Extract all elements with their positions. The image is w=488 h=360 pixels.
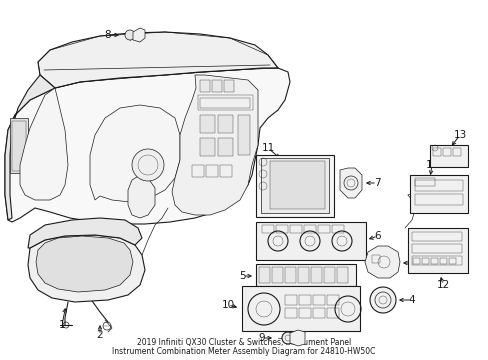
Bar (414, 194, 462, 205)
Bar (298, 308, 310, 318)
Bar (317, 225, 329, 233)
Bar (430, 258, 437, 264)
Bar (326, 295, 338, 305)
Bar (411, 256, 461, 265)
Bar (212, 80, 222, 92)
Polygon shape (90, 105, 180, 202)
Bar (414, 180, 462, 191)
Bar (285, 308, 296, 318)
Bar (324, 267, 334, 283)
Bar (304, 225, 315, 233)
Bar (312, 295, 325, 305)
Bar (269, 161, 325, 209)
Bar (220, 165, 231, 177)
Bar (238, 115, 249, 155)
Text: 11: 11 (261, 143, 274, 153)
Bar (224, 80, 234, 92)
Bar (261, 158, 328, 213)
Text: 13: 13 (452, 130, 466, 140)
Bar (242, 286, 359, 331)
Polygon shape (5, 68, 289, 224)
Text: 8: 8 (104, 30, 111, 40)
Bar (200, 138, 215, 156)
Polygon shape (38, 32, 278, 88)
Text: 10: 10 (221, 300, 234, 310)
Polygon shape (28, 218, 142, 248)
Bar (297, 267, 308, 283)
Bar (285, 295, 296, 305)
Polygon shape (36, 236, 133, 292)
Text: 4: 4 (408, 295, 414, 305)
Bar (289, 225, 302, 233)
Polygon shape (172, 75, 258, 215)
Text: 6: 6 (374, 231, 381, 241)
Text: 2: 2 (97, 330, 103, 340)
Bar (271, 267, 283, 283)
Bar (275, 225, 287, 233)
Bar (452, 148, 460, 156)
Bar (326, 308, 338, 318)
Bar (429, 145, 467, 167)
Circle shape (369, 287, 395, 313)
Bar (336, 267, 347, 283)
Bar (312, 308, 325, 318)
Bar (256, 155, 333, 217)
Bar (259, 267, 269, 283)
Text: 14: 14 (425, 160, 438, 170)
Polygon shape (28, 235, 145, 302)
Text: Instrument Combination Meter Assembly Diagram for 24810-HW50C: Instrument Combination Meter Assembly Di… (112, 347, 375, 356)
Polygon shape (128, 175, 155, 218)
Bar (414, 178, 434, 186)
Circle shape (125, 30, 135, 40)
Bar (409, 175, 467, 213)
Circle shape (282, 332, 293, 344)
Text: 9: 9 (258, 333, 265, 343)
Bar (198, 95, 252, 110)
Bar (10, 118, 28, 173)
Bar (411, 232, 461, 241)
Bar (200, 98, 249, 108)
Text: 12: 12 (435, 280, 448, 290)
Bar (421, 258, 428, 264)
Polygon shape (339, 168, 361, 198)
Polygon shape (5, 75, 55, 220)
Bar (285, 267, 295, 283)
Bar (298, 295, 310, 305)
Bar (412, 258, 419, 264)
Polygon shape (289, 330, 305, 346)
Bar (371, 255, 379, 263)
Bar (432, 148, 440, 156)
Bar (256, 264, 355, 286)
Bar (448, 258, 455, 264)
Bar (205, 165, 218, 177)
Bar (12, 121, 26, 171)
Bar (256, 222, 365, 260)
Bar (442, 148, 450, 156)
Polygon shape (20, 88, 68, 200)
Bar (331, 225, 343, 233)
Bar (439, 258, 446, 264)
Bar (407, 228, 467, 273)
Text: 3: 3 (408, 258, 414, 268)
Bar (200, 80, 209, 92)
Bar (218, 115, 232, 133)
Bar (218, 138, 232, 156)
Text: 2019 Infiniti QX30 Cluster & Switches, Instrument Panel: 2019 Infiniti QX30 Cluster & Switches, I… (137, 338, 350, 346)
Text: 7: 7 (373, 178, 380, 188)
Bar (411, 244, 461, 253)
Circle shape (132, 149, 163, 181)
Bar (310, 267, 321, 283)
Text: 1: 1 (59, 320, 65, 330)
Bar (200, 115, 215, 133)
Text: 5: 5 (239, 271, 246, 281)
Bar (262, 225, 273, 233)
Polygon shape (364, 246, 399, 278)
Polygon shape (133, 28, 145, 42)
Bar (192, 165, 203, 177)
